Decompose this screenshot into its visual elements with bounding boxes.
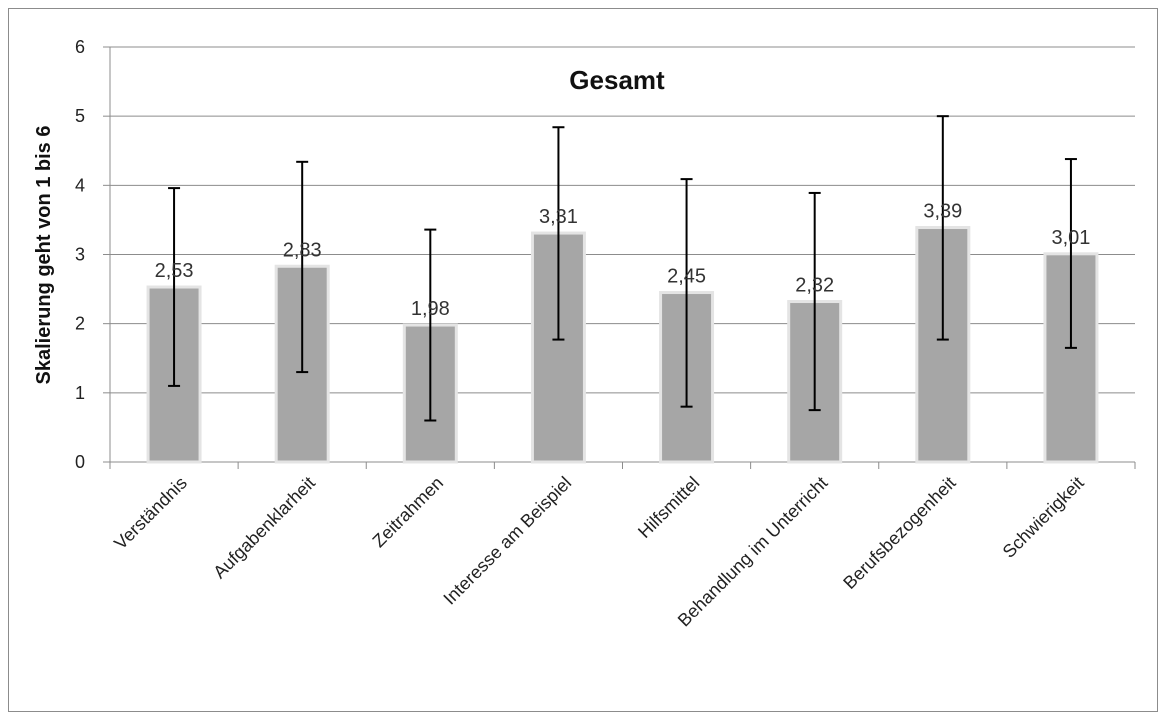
data-label: 2,83 — [283, 239, 322, 261]
data-label: 3,31 — [539, 206, 578, 228]
data-label: 3,39 — [923, 201, 962, 223]
data-label: 1,98 — [411, 298, 450, 320]
error-bar — [296, 160, 309, 374]
y-tick-labels: 0 1 2 3 4 5 6 — [75, 37, 85, 472]
x-tick-label: Behandlung im Unterricht — [674, 473, 832, 631]
error-bar — [680, 178, 693, 408]
data-label: 2,53 — [155, 260, 194, 282]
y-tick-label: 6 — [75, 37, 85, 57]
error-bar — [552, 126, 565, 341]
x-tick-label: Zeitrahmen — [369, 473, 448, 552]
x-tick-label: Interesse am Beispiel — [439, 473, 575, 609]
error-bars — [168, 115, 1077, 422]
y-tick-label: 1 — [75, 383, 85, 403]
x-tick-label: Aufgabenklarheit — [209, 473, 319, 583]
y-tick-label: 5 — [75, 106, 85, 126]
error-bar — [424, 228, 437, 422]
chart-title: Gesamt — [569, 65, 665, 95]
error-bar — [168, 187, 181, 387]
data-label: 2,45 — [667, 266, 706, 288]
x-tick-label: Schwierigkeit — [999, 473, 1088, 562]
x-tick-label: Berufsbezogenheit — [839, 473, 959, 593]
error-bar — [1064, 158, 1077, 349]
data-labels: 2,53 2,83 1,98 3,31 2,45 2,32 3,39 3,01 — [155, 201, 1091, 321]
y-tick-label: 0 — [75, 452, 85, 472]
y-axis-label: Skalierung geht von 1 bis 6 — [33, 126, 55, 385]
y-tick-label: 3 — [75, 245, 85, 265]
x-tick-labels: Verständnis Aufgabenklarheit ZeitrahmenInt… — [110, 473, 1088, 631]
error-bar — [808, 191, 821, 412]
x-tick-label: Verständnis — [110, 473, 191, 554]
data-label: 3,01 — [1051, 227, 1090, 249]
data-label: 2,32 — [795, 275, 834, 297]
x-tick-label: Hilfsmittel — [634, 473, 703, 542]
error-bar — [936, 115, 949, 341]
bars — [146, 226, 1099, 464]
y-tick-label: 2 — [75, 314, 85, 334]
y-tick-label: 4 — [75, 175, 85, 195]
grid-lines — [103, 46, 1136, 469]
